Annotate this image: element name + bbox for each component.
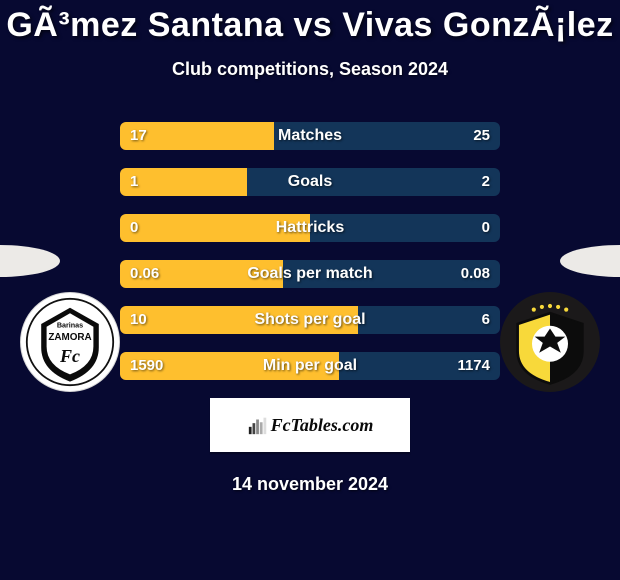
date-line: 14 november 2024 [0,474,620,495]
shield-icon: Barinas ZAMORA Fc [25,297,115,387]
stat-label: Goals per match [120,260,500,288]
bars-icon [247,414,269,436]
stat-label: Shots per goal [120,306,500,334]
stat-label: Matches [120,122,500,150]
stat-row: 15901174Min per goal [120,352,500,380]
player-photo-left [0,245,60,277]
stat-row: 00Hattricks [120,214,500,242]
stats-table: 1725Matches 12Goals 00Hattricks 0.060.08Goa… [120,122,500,380]
brand-label: FcTables.com [271,415,374,436]
brand-box[interactable]: FcTables.com [210,398,410,452]
stat-label: Min per goal [120,352,500,380]
svg-text:Barinas: Barinas [57,321,83,330]
shield-icon [505,297,595,387]
club-badge-right [500,292,600,392]
stat-label: Goals [120,168,500,196]
svg-text:Fc: Fc [59,346,80,366]
club-badge-left: Barinas ZAMORA Fc [20,292,120,392]
stat-label: Hattricks [120,214,500,242]
page-subtitle: Club competitions, Season 2024 [0,59,620,80]
stat-row: 106Shots per goal [120,306,500,334]
stat-row: 12Goals [120,168,500,196]
stat-row: 0.060.08Goals per match [120,260,500,288]
player-photo-right [560,245,620,277]
page-title: GÃ³mez Santana vs Vivas GonzÃ¡lez [0,6,620,45]
svg-text:ZAMORA: ZAMORA [48,332,91,343]
stat-row: 1725Matches [120,122,500,150]
